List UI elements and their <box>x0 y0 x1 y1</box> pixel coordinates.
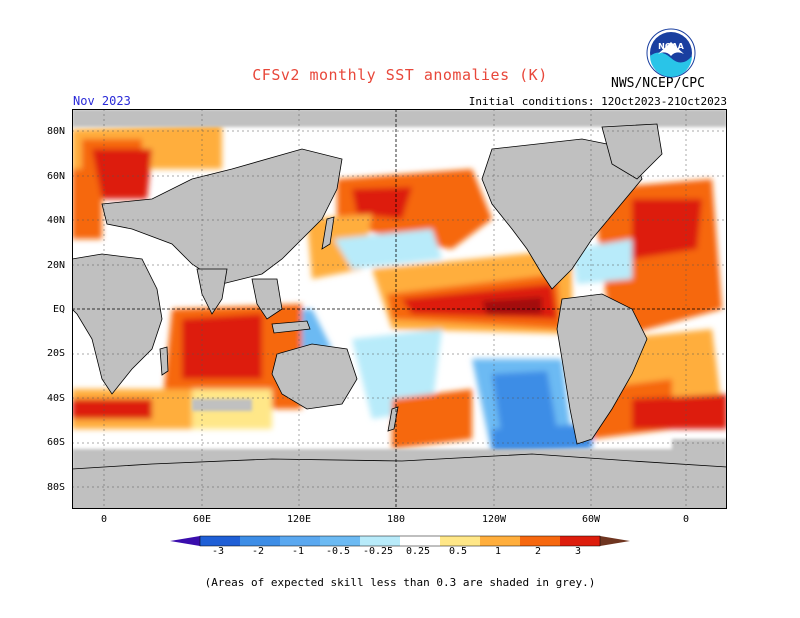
land-india <box>196 268 228 315</box>
colorbar-swatch <box>280 536 320 546</box>
colorbar-swatch <box>400 536 440 546</box>
land-indonesia <box>271 320 311 334</box>
lon-label-60e: 60E <box>192 514 212 525</box>
colorbar-swatch <box>240 536 280 546</box>
lon-label-180: 180 <box>386 514 406 525</box>
colorbar-label: -3 <box>211 546 225 557</box>
colorbar-label: -2 <box>251 546 265 557</box>
colorbar-swatch <box>480 536 520 546</box>
land-eurasia <box>101 148 343 285</box>
land-new-zealand <box>387 406 399 432</box>
initial-conditions-label: Initial conditions: 12Oct2023-21Oct2023 <box>468 95 727 108</box>
lon-label-60w: 60W <box>581 514 601 525</box>
colorbar-label: 2 <box>534 546 542 557</box>
colorbar-label: -0.25 <box>362 546 394 557</box>
lat-label-eq: EQ <box>52 304 65 315</box>
valid-month-label: Nov 2023 <box>73 94 131 108</box>
colorbar-label: 3 <box>574 546 582 557</box>
land-africa <box>72 253 163 395</box>
gridlines <box>72 109 727 509</box>
colorbar-label: -1 <box>291 546 305 557</box>
lat-label-60s: 60S <box>46 437 65 448</box>
land-greenland <box>601 123 663 180</box>
land-australia <box>271 343 358 410</box>
colorbar-label: -0.5 <box>325 546 351 557</box>
colorbar-swatch <box>360 536 400 546</box>
agency-label: NWS/NCEP/CPC <box>611 76 705 91</box>
skill-note: (Areas of expected skill less than 0.3 a… <box>204 576 596 589</box>
lat-label-80s: 80S <box>46 482 65 493</box>
colorbar-swatch <box>440 536 480 546</box>
lat-label-40s: 40S <box>46 393 65 404</box>
lat-label-40n: 40N <box>46 215 65 226</box>
colorbar-swatch <box>170 536 200 546</box>
map-frame <box>72 109 727 509</box>
lat-label-20n: 20N <box>46 260 65 271</box>
land-japan <box>321 216 335 250</box>
lon-label-120e: 120E <box>286 514 312 525</box>
colorbar-label: 1 <box>494 546 502 557</box>
lat-label-80n: 80N <box>46 126 65 137</box>
colorbar-swatch <box>320 536 360 546</box>
lon-label-0: 0 <box>100 514 108 525</box>
equator-dateline <box>72 109 727 509</box>
lat-label-20s: 20S <box>46 348 65 359</box>
lat-label-60n: 60N <box>46 171 65 182</box>
colorbar-label: 0.5 <box>448 546 468 557</box>
colorbar-swatch <box>600 536 630 546</box>
colorbar-label: 0.25 <box>405 546 431 557</box>
colorbar-swatch <box>200 536 240 546</box>
noaa-logo: NOAA <box>646 28 696 78</box>
chart-title: CFSv2 monthly SST anomalies (K) <box>252 66 548 84</box>
lon-label-120w: 120W <box>481 514 507 525</box>
colorbar <box>170 535 630 547</box>
land-south-america <box>556 293 648 445</box>
sst-anomaly-map <box>72 109 727 509</box>
colorbar-swatch <box>560 536 600 546</box>
lon-label-0-east: 0 <box>682 514 690 525</box>
noaa-logo-text: NOAA <box>658 42 684 51</box>
colorbar-swatch <box>520 536 560 546</box>
land-antarctica <box>72 453 727 509</box>
